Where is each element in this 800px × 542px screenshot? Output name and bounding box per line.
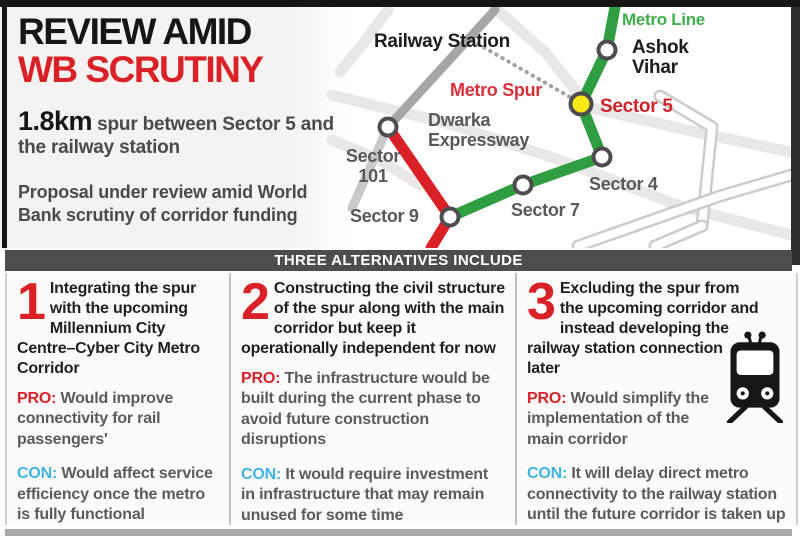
alternative-3-title: Excluding the spur from the upcoming cor… — [527, 280, 759, 377]
railway-track — [383, 7, 500, 132]
map-label-dwarka-expressway: Dwarka Expressway — [428, 110, 530, 150]
alternative-2-number: 2 — [241, 273, 270, 331]
alternatives-section: 1 Integrating the spur with the upcoming… — [5, 273, 798, 525]
station-sector-9 — [439, 206, 461, 228]
con-label: CON: — [241, 465, 286, 483]
headline: REVIEW AMID WB SCRUTINY — [18, 11, 264, 90]
alternative-2-pro-text: The infrastructure would be built during… — [241, 370, 490, 449]
pro-label: PRO: — [17, 390, 61, 407]
alternative-3-con: CON: It will delay direct metro connecti… — [527, 464, 786, 525]
map-label-sector-101: Sector 101 — [345, 146, 401, 186]
stat-text: spur between Sector 5 and the railway st… — [18, 114, 334, 158]
alternative-3-con-text: It will delay direct metro connectivity … — [527, 465, 786, 524]
alternative-2: 2 Constructing the civil structure of th… — [229, 273, 515, 525]
pro-label: PRO: — [527, 390, 571, 407]
station-sector-7 — [512, 174, 534, 196]
map-label-ashok-vihar: Ashok Vihar — [632, 37, 689, 78]
railway-track-tail — [347, 122, 393, 213]
headline-line-2: WB SCRUTINY — [18, 49, 264, 90]
train-icon — [726, 331, 784, 423]
alternative-1: 1 Integrating the spur with the upcoming… — [7, 273, 229, 525]
bottom-strip — [5, 529, 792, 536]
roads — [326, 7, 800, 242]
map-label-sector-4: Sector 4 — [589, 174, 658, 194]
key-stat: 1.8km spur between Sector 5 and the rail… — [18, 108, 353, 159]
alternative-3: 3 Excluding the spur from the upcoming c… — [515, 273, 796, 525]
alternative-1-pro: PRO: Would improve connectivity for rail… — [17, 389, 219, 450]
alternative-1-number: 1 — [17, 273, 46, 331]
alternative-3-pro-text: Would simplify the implementation of the… — [527, 390, 709, 448]
stat-value: 1.8km — [18, 106, 93, 136]
top-border — [0, 0, 800, 7]
alternative-3-number: 3 — [527, 273, 556, 331]
alternative-1-con: CON: Would affect service efficiency onc… — [17, 464, 219, 525]
map-label-sector-7: Sector 7 — [511, 200, 580, 220]
section-title-bar: THREE ALTERNATIVES INCLUDE — [5, 250, 792, 271]
metro-map — [326, 7, 800, 248]
stations — [377, 39, 618, 228]
map-label-sector-9: Sector 9 — [350, 206, 419, 226]
con-label: CON: — [17, 465, 62, 483]
pro-label: PRO: — [241, 370, 285, 387]
con-label: CON: — [527, 465, 572, 483]
metro-spur-dashed-line — [476, 42, 577, 102]
station-ashok-vihar — [596, 39, 618, 61]
map-label-railway-station: Railway Station — [374, 31, 510, 52]
outlined-roads — [571, 89, 800, 248]
alternative-2-con: CON: It would require investment in infr… — [241, 465, 505, 526]
intro-paragraph: Proposal under review amid World Bank sc… — [18, 182, 308, 225]
alternative-2-con-text: It would require investment in infrastru… — [241, 465, 488, 524]
alternative-1-pro-text: Would improve connectivity for rail pass… — [17, 390, 174, 448]
right-border — [791, 7, 800, 265]
station-sector-101 — [377, 116, 399, 138]
left-border — [2, 7, 7, 248]
map-label-sector-5: Sector 5 — [600, 96, 673, 117]
alternative-2-pro: PRO: The infrastructure would be built d… — [241, 369, 505, 451]
station-sector-4 — [591, 146, 613, 168]
header-and-map-section: REVIEW AMID WB SCRUTINY 1.8km spur betwe… — [0, 7, 800, 265]
alternative-1-title: Integrating the spur with the upcoming M… — [17, 280, 201, 377]
station-sector-5 — [568, 91, 594, 117]
map-label-metro-line: Metro Line — [622, 10, 705, 29]
alternative-1-con-text: Would affect service efficiency once the… — [17, 465, 213, 524]
headline-line-1: REVIEW AMID — [18, 11, 252, 52]
alternative-3-pro: PRO: Would simplify the implementation o… — [527, 389, 723, 450]
map-label-metro-spur: Metro Spur — [450, 80, 543, 100]
alternative-2-title: Constructing the civil structure of the … — [241, 280, 505, 357]
